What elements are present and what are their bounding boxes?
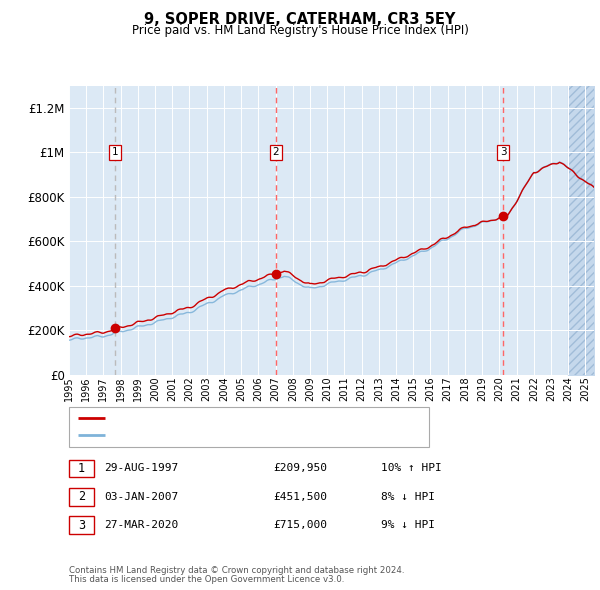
Text: £715,000: £715,000 xyxy=(273,520,327,530)
Text: 2: 2 xyxy=(78,490,85,503)
Text: 27-MAR-2020: 27-MAR-2020 xyxy=(104,520,178,530)
Text: 03-JAN-2007: 03-JAN-2007 xyxy=(104,492,178,502)
Text: Contains HM Land Registry data © Crown copyright and database right 2024.: Contains HM Land Registry data © Crown c… xyxy=(69,566,404,575)
Text: 9% ↓ HPI: 9% ↓ HPI xyxy=(381,520,435,530)
Text: 3: 3 xyxy=(500,148,506,158)
Text: Price paid vs. HM Land Registry's House Price Index (HPI): Price paid vs. HM Land Registry's House … xyxy=(131,24,469,37)
Text: HPI: Average price, detached house, Tandridge: HPI: Average price, detached house, Tand… xyxy=(110,431,354,440)
Text: 9, SOPER DRIVE, CATERHAM, CR3 5EY (detached house): 9, SOPER DRIVE, CATERHAM, CR3 5EY (detac… xyxy=(110,413,402,422)
Text: 1: 1 xyxy=(112,148,118,158)
Bar xyxy=(568,86,594,375)
Text: 9, SOPER DRIVE, CATERHAM, CR3 5EY: 9, SOPER DRIVE, CATERHAM, CR3 5EY xyxy=(145,12,455,27)
Text: £451,500: £451,500 xyxy=(273,492,327,502)
Text: 10% ↑ HPI: 10% ↑ HPI xyxy=(381,464,442,473)
Text: 8% ↓ HPI: 8% ↓ HPI xyxy=(381,492,435,502)
Text: 1: 1 xyxy=(78,462,85,475)
Text: 3: 3 xyxy=(78,519,85,532)
Text: 2: 2 xyxy=(272,148,279,158)
Text: £209,950: £209,950 xyxy=(273,464,327,473)
Text: This data is licensed under the Open Government Licence v3.0.: This data is licensed under the Open Gov… xyxy=(69,575,344,584)
Text: 29-AUG-1997: 29-AUG-1997 xyxy=(104,464,178,473)
